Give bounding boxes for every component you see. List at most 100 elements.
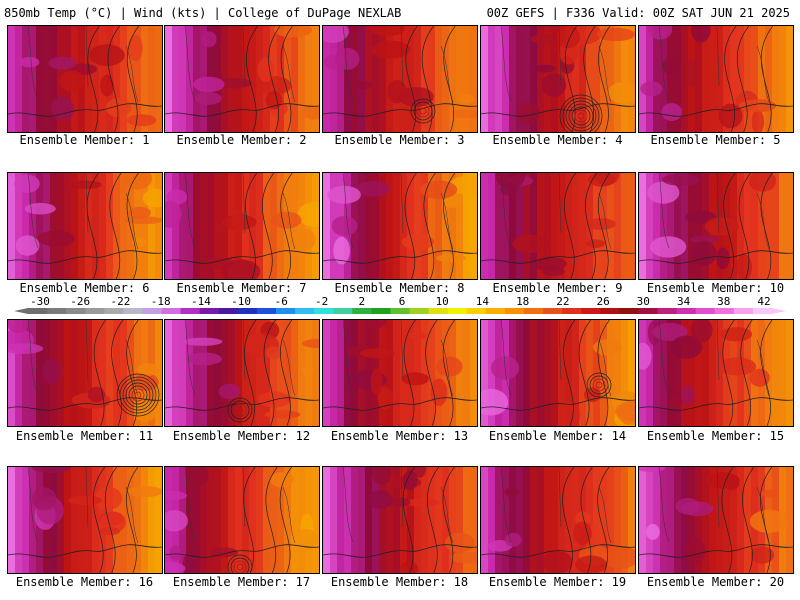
colorbar-tick-label: 26	[596, 296, 609, 308]
map-panel-15	[638, 319, 794, 427]
map-panel-20	[638, 466, 794, 574]
colorbar-tick-label: -26	[70, 296, 90, 308]
colorbar-tick-label: 2	[358, 296, 365, 308]
ensemble-member-label-16: Ensemble Member: 16	[15, 575, 154, 589]
colorbar-tick-label: 34	[677, 296, 691, 308]
colorbar-swatch	[428, 308, 449, 314]
map-panel-6	[7, 172, 163, 280]
temperature-field-20	[639, 467, 793, 573]
temperature-field-10	[639, 173, 793, 279]
colorbar-tick-label: -6	[275, 296, 288, 308]
colorbar-swatch	[619, 308, 639, 314]
ensemble-member-label-7: Ensemble Member: 7	[176, 281, 307, 295]
map-panel-17	[164, 466, 320, 574]
colorbar-swatch	[409, 308, 430, 314]
ensemble-member-label-14: Ensemble Member: 14	[488, 429, 627, 443]
map-panel-7	[164, 172, 320, 280]
colorbar-tick-label: 10	[436, 296, 449, 308]
colorbar-swatch	[256, 308, 277, 314]
colorbar-swatch	[104, 308, 124, 314]
colorbar-swatch	[28, 308, 48, 314]
ensemble-member-label-5: Ensemble Member: 5	[650, 133, 781, 147]
colorbar-swatch	[47, 308, 67, 314]
colorbar-swatch	[600, 308, 620, 314]
colorbar-swatch	[504, 308, 525, 314]
temperature-colorbar: -30 -26 -22 -18 -14 -10 -6 -2 2 6 10 14 18 22 26 30 34 38…	[14, 296, 786, 314]
colorbar-swatch	[733, 308, 754, 314]
colorbar-swatch	[562, 308, 582, 314]
ensemble-member-label-4: Ensemble Member: 4	[492, 133, 623, 147]
colorbar-tick-label: 30	[637, 296, 650, 308]
map-panel-3	[322, 25, 478, 133]
map-panel-8	[322, 172, 478, 280]
run-valid-time: 00Z GEFS | F336 Valid: 00Z SAT JUN 21 20…	[486, 6, 790, 20]
colorbar-swatch	[524, 308, 544, 314]
ensemble-member-label-8: Ensemble Member: 8	[334, 281, 465, 295]
temperature-field-1	[8, 26, 162, 132]
colorbar-swatch	[333, 308, 353, 314]
colorbar-tick-label: -14	[191, 296, 211, 308]
colorbar-tick-label: 6	[399, 296, 406, 308]
ensemble-member-label-19: Ensemble Member: 19	[488, 575, 627, 589]
colorbar-swatch	[161, 308, 182, 314]
colorbar-tick-label: -10	[231, 296, 251, 308]
colorbar-tick-label: -30	[30, 296, 50, 308]
colorbar-tick-label: 14	[476, 296, 490, 308]
ensemble-member-label-3: Ensemble Member: 3	[334, 133, 465, 147]
ensemble-member-label-12: Ensemble Member: 12	[172, 429, 311, 443]
ensemble-member-label-15: Ensemble Member: 15	[646, 429, 785, 443]
ensemble-member-label-13: Ensemble Member: 13	[330, 429, 469, 443]
map-panel-5	[638, 25, 794, 133]
map-panel-11	[7, 319, 163, 427]
colorbar-tick-label: -22	[110, 296, 130, 308]
colorbar-swatch	[314, 308, 334, 314]
colorbar-swatch	[276, 308, 296, 314]
map-panel-4	[480, 25, 636, 133]
temperature-field-17	[165, 467, 319, 573]
colorbar-swatch	[466, 308, 487, 314]
temperature-field-8	[323, 173, 477, 279]
ensemble-member-label-17: Ensemble Member: 17	[172, 575, 311, 589]
ensemble-member-label-2: Ensemble Member: 2	[176, 133, 307, 147]
map-panel-16	[7, 466, 163, 574]
colorbar-swatch	[237, 308, 258, 314]
ensemble-member-label-9: Ensemble Member: 9	[492, 281, 623, 295]
map-panel-9	[480, 172, 636, 280]
temperature-field-6	[8, 173, 162, 279]
colorbar-tick-label: 42	[757, 296, 770, 308]
colorbar-swatch	[295, 308, 315, 314]
temperature-field-18	[323, 467, 477, 573]
colorbar-swatch	[390, 308, 411, 314]
temperature-field-19	[481, 467, 635, 573]
map-panel-10	[638, 172, 794, 280]
temperature-field-3	[323, 26, 477, 132]
colorbar-swatch	[447, 308, 468, 314]
temperature-field-12	[165, 320, 319, 426]
temperature-field-4	[481, 26, 635, 132]
ensemble-member-label-10: Ensemble Member: 10	[646, 281, 785, 295]
colorbar-max-arrow	[772, 308, 786, 314]
colorbar-swatch	[199, 308, 220, 314]
colorbar-swatch	[218, 308, 239, 314]
ensemble-member-label-18: Ensemble Member: 18	[330, 575, 469, 589]
temperature-field-7	[165, 173, 319, 279]
colorbar-tick-label: 38	[717, 296, 730, 308]
colorbar-tick-label: -18	[151, 296, 171, 308]
temperature-field-11	[8, 320, 162, 426]
temperature-field-2	[165, 26, 319, 132]
ensemble-member-label-6: Ensemble Member: 6	[19, 281, 150, 295]
map-panel-12	[164, 319, 320, 427]
colorbar-swatch	[695, 308, 716, 314]
colorbar-tick-label: 18	[516, 296, 529, 308]
ensemble-member-label-20: Ensemble Member: 20	[646, 575, 785, 589]
colorbar-swatch	[142, 308, 163, 314]
colorbar-swatch	[676, 308, 697, 314]
colorbar-tick-label: -2	[315, 296, 328, 308]
map-panel-2	[164, 25, 320, 133]
temperature-field-15	[639, 320, 793, 426]
map-panel-14	[480, 319, 636, 427]
colorbar-swatch	[123, 308, 143, 314]
colorbar-swatch	[638, 308, 659, 314]
colorbar-swatch	[485, 308, 506, 314]
temperature-field-13	[323, 320, 477, 426]
